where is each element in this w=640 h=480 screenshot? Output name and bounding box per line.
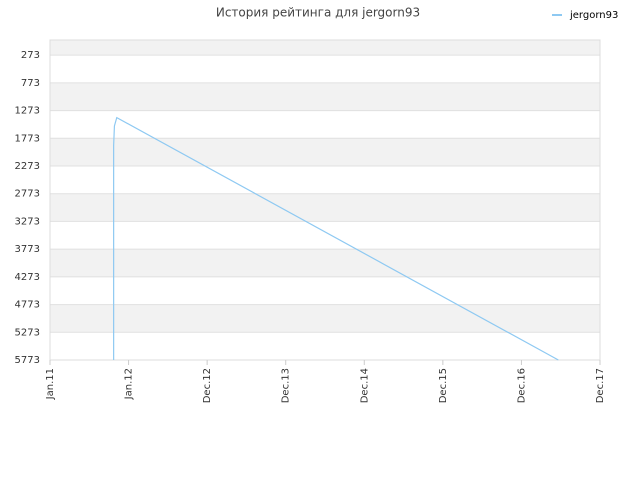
y-tick-label: 773 (21, 78, 40, 89)
y-tick-label: 3773 (15, 244, 40, 255)
grid-band (50, 82, 600, 111)
y-tick-label: 1273 (15, 106, 40, 117)
grid-band (50, 304, 600, 333)
x-tick-label: Jan.12 (124, 368, 135, 400)
plot-border (49, 39, 601, 361)
x-tick-label: Dec.14 (359, 368, 370, 403)
x-tick-label: Jan.11 (45, 368, 56, 400)
grid-band (50, 193, 600, 222)
legend-label: jergorn93 (569, 10, 618, 21)
y-tick-label: 2773 (15, 189, 40, 200)
chart-title: История рейтинга для jergorn93 (216, 6, 420, 20)
grid-band (50, 138, 600, 166)
y-tick-label: 3273 (15, 216, 40, 227)
x-tick-label: Dec.12 (202, 368, 213, 403)
y-tick-label: 5773 (15, 355, 40, 366)
grid-band (50, 40, 600, 56)
data-line (113, 116, 559, 361)
x-tick-label: Dec.15 (438, 368, 449, 403)
y-tick-label: 4773 (15, 300, 40, 311)
x-tick-label: Dec.13 (281, 368, 292, 403)
grid-band (50, 249, 600, 277)
x-tick-label: Dec.16 (516, 368, 527, 403)
y-tick-label: 273 (21, 50, 40, 61)
y-tick-label: 1773 (15, 133, 40, 144)
y-tick-label: 2273 (15, 161, 40, 172)
y-tick-label: 5273 (15, 327, 40, 338)
y-tick-label: 4273 (15, 272, 40, 283)
x-tick-label: Dec.17 (595, 368, 606, 403)
